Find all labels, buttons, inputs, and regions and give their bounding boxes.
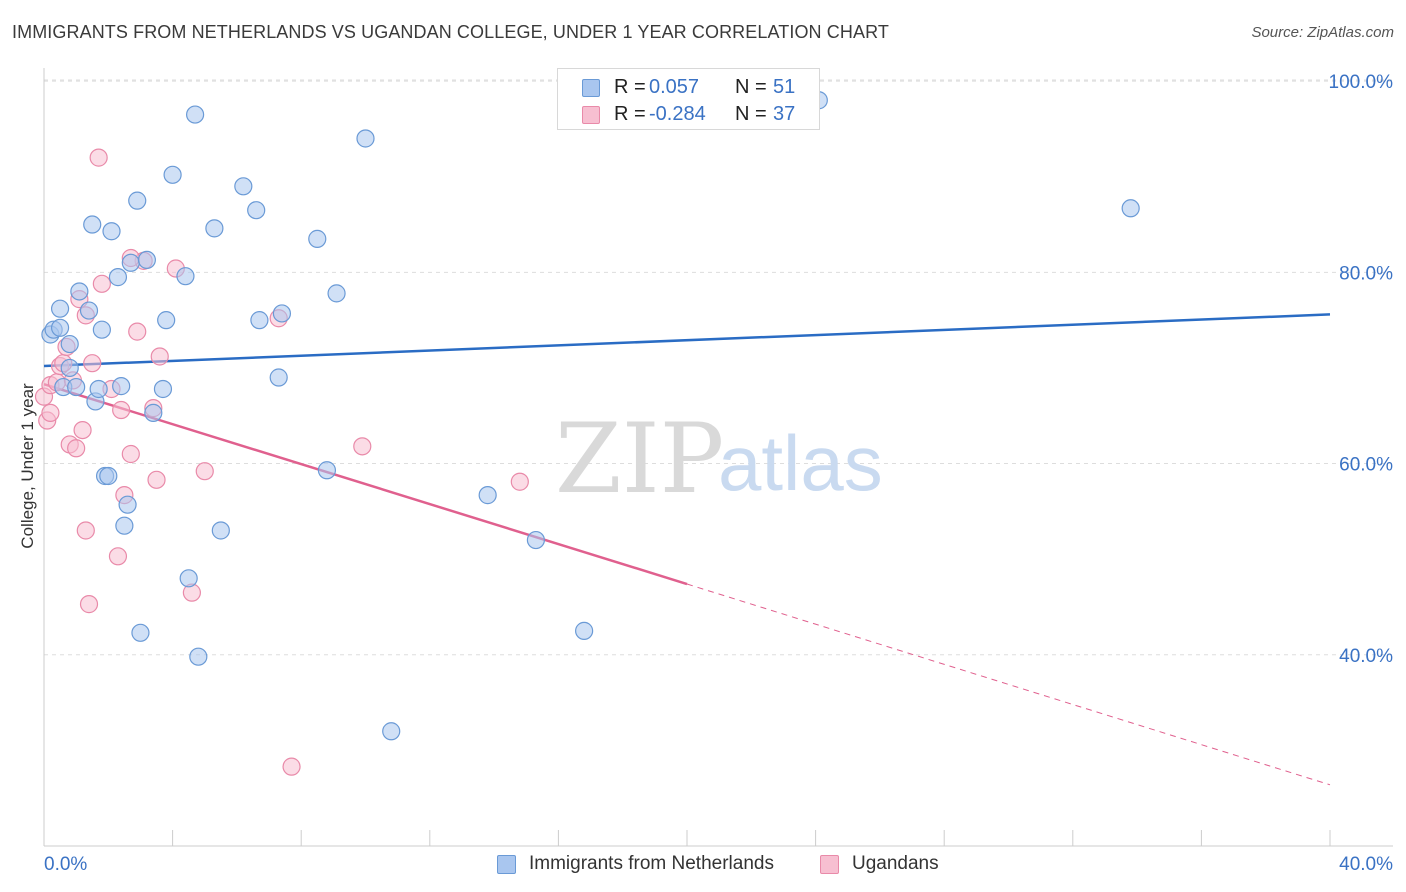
point-netherlands [575, 621, 594, 640]
point-netherlands [327, 284, 346, 303]
point-netherlands [67, 377, 86, 397]
y-tick-label: 60.0% [1339, 455, 1393, 476]
legend-row-netherlands: R = 0.057 N = 51 [558, 74, 819, 102]
point-netherlands [186, 105, 205, 124]
point-ugandans [195, 462, 214, 481]
point-netherlands [102, 222, 121, 241]
point-netherlands [250, 311, 269, 330]
point-ugandans [121, 444, 140, 464]
point-netherlands [205, 219, 224, 238]
legend-label: Immigrants from Netherlands [529, 853, 774, 874]
point-ugandans [79, 595, 99, 614]
data-points [34, 91, 1140, 776]
legend-swatch-blue [497, 855, 516, 874]
legend-swatch-pink [582, 106, 600, 124]
axes [43, 68, 1393, 847]
r-value: -0.284 [649, 103, 706, 125]
point-ugandans [89, 148, 108, 167]
point-netherlands [118, 495, 137, 514]
point-netherlands [382, 722, 401, 741]
point-netherlands [157, 311, 176, 330]
watermark-zip: ZIP [555, 403, 724, 515]
point-ugandans [67, 439, 86, 458]
point-netherlands [176, 267, 195, 286]
point-ugandans [510, 472, 529, 491]
y-tick-label: 40.0% [1339, 646, 1393, 667]
point-netherlands [121, 253, 140, 272]
n-value: 51 [773, 76, 796, 98]
legend-row-ugandans: R = -0.284 N = 37 [558, 101, 819, 129]
n-label: N = [735, 103, 767, 125]
trend-lines [43, 313, 1331, 786]
legend-swatch-blue [582, 79, 600, 97]
point-netherlands [79, 301, 99, 320]
watermark-atlas: atlas [718, 419, 883, 507]
point-netherlands [1121, 199, 1140, 218]
point-netherlands [189, 647, 208, 666]
r-label: R = [614, 103, 646, 125]
source-label: Source: ZipAtlas.com [1251, 24, 1394, 41]
trend-line-netherlands [43, 313, 1331, 368]
point-netherlands [115, 516, 134, 535]
series-legend: Immigrants from Netherlands Ugandans [0, 852, 1406, 878]
point-netherlands [269, 368, 288, 387]
gridlines [44, 79, 1393, 656]
point-ugandans [282, 757, 301, 776]
legend-swatch-pink [820, 855, 839, 874]
y-tick-label: 80.0% [1339, 263, 1393, 284]
point-netherlands [356, 129, 375, 148]
point-netherlands [153, 379, 173, 399]
point-ugandans [92, 274, 111, 293]
legend-label: Ugandans [852, 853, 939, 874]
point-netherlands [211, 521, 230, 540]
point-netherlands [272, 304, 292, 323]
point-netherlands [70, 282, 89, 301]
point-netherlands [89, 379, 108, 399]
point-ugandans [83, 354, 102, 373]
point-netherlands [526, 530, 545, 550]
point-netherlands [144, 403, 163, 422]
x-tick-label-right: 40.0% [1339, 854, 1393, 875]
point-netherlands [92, 320, 111, 339]
r-label: R = [614, 76, 646, 98]
point-netherlands [234, 177, 253, 196]
point-netherlands [247, 201, 266, 220]
point-ugandans [73, 420, 92, 440]
point-ugandans [108, 547, 128, 566]
point-netherlands [317, 461, 337, 480]
point-netherlands [99, 466, 118, 486]
chart-title: IMMIGRANTS FROM NETHERLANDS VS UGANDAN C… [12, 22, 889, 42]
point-ugandans [150, 347, 169, 366]
point-ugandans [128, 322, 147, 341]
point-ugandans [353, 437, 372, 456]
point-netherlands [308, 229, 327, 248]
n-value: 37 [773, 103, 796, 125]
y-tick-labels: 40.0% 60.0% 80.0% 100.0% [1329, 72, 1394, 667]
point-netherlands [163, 165, 182, 184]
r-value: 0.057 [649, 76, 700, 98]
trend-line-ugandans-extension [686, 583, 1331, 786]
point-netherlands [478, 486, 497, 505]
point-netherlands [112, 377, 131, 396]
point-ugandans [112, 400, 131, 420]
point-ugandans [41, 403, 60, 422]
watermark: ZIP atlas [555, 403, 883, 515]
point-netherlands [131, 623, 150, 642]
point-netherlands [137, 250, 156, 270]
point-netherlands [60, 358, 79, 378]
point-netherlands [83, 215, 102, 234]
point-netherlands [108, 268, 128, 287]
correlation-legend: R = 0.057 N = 51 R = -0.284 N = 37 [557, 68, 820, 130]
y-tick-label: 100.0% [1329, 72, 1394, 93]
x-tick-label-left: 0.0% [44, 854, 87, 875]
point-netherlands [179, 569, 198, 588]
point-ugandans [76, 521, 95, 540]
point-netherlands [50, 318, 70, 337]
point-ugandans [147, 470, 166, 489]
point-netherlands [60, 334, 79, 354]
n-label: N = [735, 76, 767, 98]
point-netherlands [50, 299, 70, 318]
point-netherlands [128, 191, 147, 210]
